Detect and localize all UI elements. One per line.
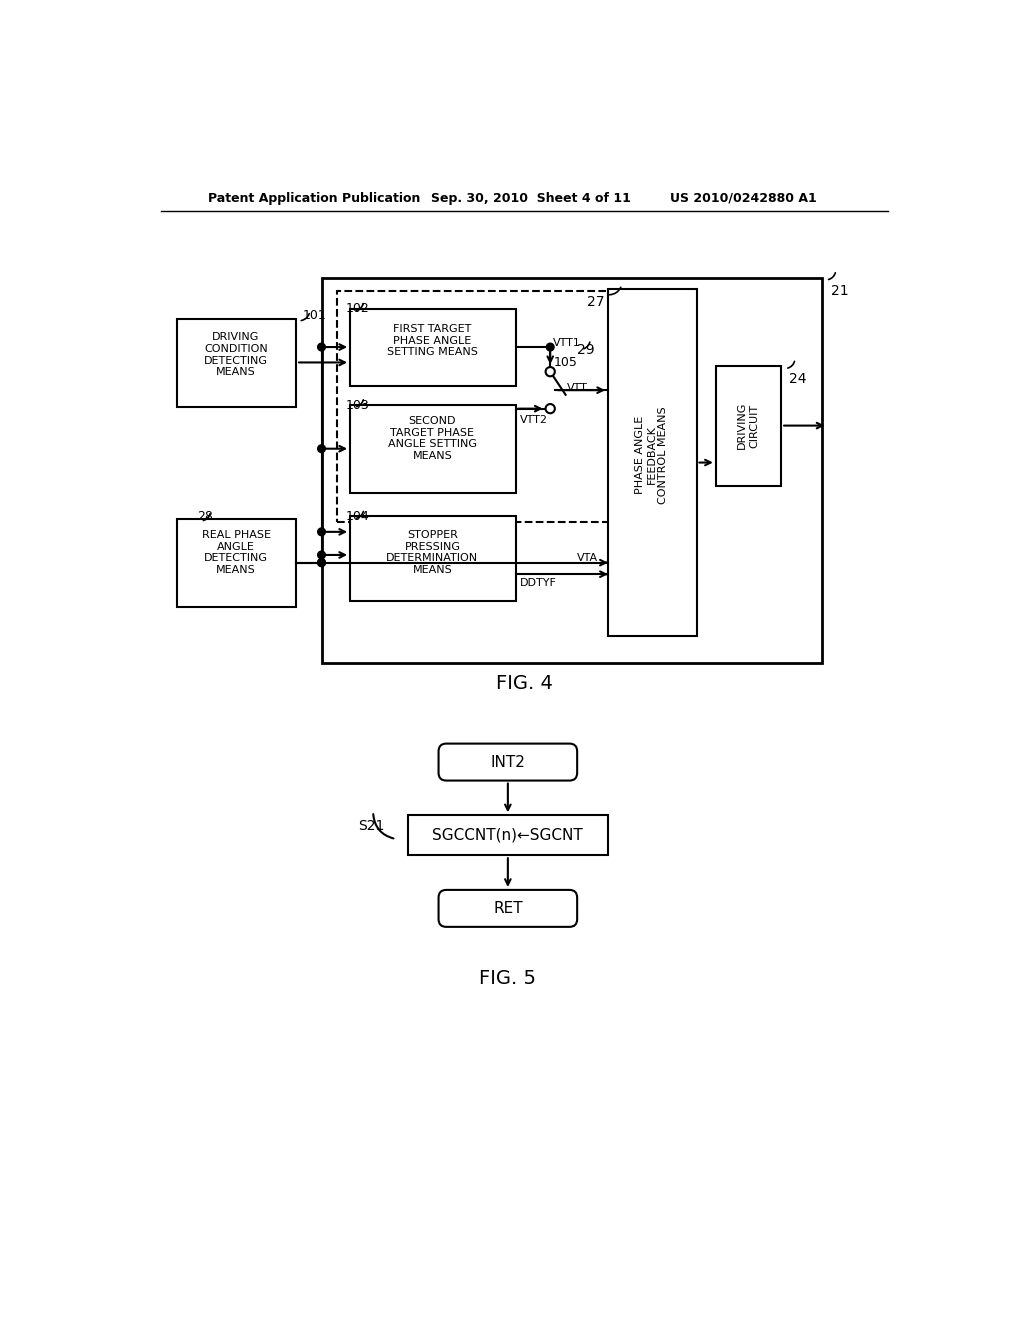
Text: 105: 105 [554,356,578,370]
Bar [608,289,696,636]
Text: VTA: VTA [578,553,598,564]
Circle shape [317,528,326,536]
Text: PHASE ANGLE
FEEDBACK
CONTROL MEANS: PHASE ANGLE FEEDBACK CONTROL MEANS [635,407,669,504]
Text: SECOND: SECOND [409,416,456,426]
Circle shape [317,558,326,566]
Bar [350,405,515,494]
Text: CONDITION: CONDITION [204,345,268,354]
Text: 104: 104 [346,511,370,523]
Text: DETECTING: DETECTING [204,553,268,564]
Text: STOPPER: STOPPER [407,531,458,540]
Text: VTT2: VTT2 [519,414,548,425]
Text: Sep. 30, 2010  Sheet 4 of 11: Sep. 30, 2010 Sheet 4 of 11 [431,191,631,205]
Text: SETTING MEANS: SETTING MEANS [387,347,478,356]
Bar [337,290,610,521]
Text: VTT1: VTT1 [553,338,581,347]
FancyBboxPatch shape [438,743,578,780]
Circle shape [547,343,554,351]
Bar [350,309,515,385]
Circle shape [546,404,555,413]
Text: 21: 21 [831,284,849,298]
Circle shape [317,445,326,453]
Text: FIRST TARGET: FIRST TARGET [393,323,472,334]
Text: DETERMINATION: DETERMINATION [386,553,478,564]
FancyBboxPatch shape [438,890,578,927]
Text: FIG. 5: FIG. 5 [479,969,537,989]
Bar [716,367,781,486]
Text: MEANS: MEANS [413,565,453,576]
Bar [177,519,296,607]
Text: MEANS: MEANS [413,451,453,461]
Text: 102: 102 [346,302,370,315]
Text: ANGLE SETTING: ANGLE SETTING [388,440,477,449]
Text: PRESSING: PRESSING [404,543,461,552]
Text: FIG. 4: FIG. 4 [497,675,553,693]
Text: SGCCNT(n)←SGCNT: SGCCNT(n)←SGCNT [432,828,584,842]
Text: TARGET PHASE: TARGET PHASE [390,428,474,438]
Text: PHASE ANGLE: PHASE ANGLE [393,335,471,346]
Text: S21: S21 [357,818,384,833]
Text: 24: 24 [788,372,807,387]
Text: REAL PHASE: REAL PHASE [202,531,270,540]
Circle shape [546,367,555,376]
Bar [322,277,822,663]
Bar [177,318,296,407]
Text: VTT: VTT [567,383,588,393]
Text: ANGLE: ANGLE [217,543,255,552]
Text: MEANS: MEANS [216,367,256,378]
Text: 28: 28 [198,510,213,523]
Text: 29: 29 [578,343,595,358]
Circle shape [317,552,326,558]
Text: DRIVING
CIRCUIT: DRIVING CIRCUIT [737,401,759,449]
Bar [350,516,515,601]
Text: DRIVING: DRIVING [212,333,260,342]
Text: MEANS: MEANS [216,565,256,576]
Text: 101: 101 [302,309,326,322]
Bar [408,816,608,855]
Text: US 2010/0242880 A1: US 2010/0242880 A1 [670,191,816,205]
Text: 27: 27 [587,294,604,309]
Circle shape [317,558,326,566]
Text: RET: RET [493,900,522,916]
Text: INT2: INT2 [490,755,525,770]
Text: DETECTING: DETECTING [204,355,268,366]
Text: Patent Application Publication: Patent Application Publication [208,191,420,205]
Circle shape [317,343,326,351]
Text: 103: 103 [346,399,370,412]
Text: DDTYF: DDTYF [519,578,556,587]
